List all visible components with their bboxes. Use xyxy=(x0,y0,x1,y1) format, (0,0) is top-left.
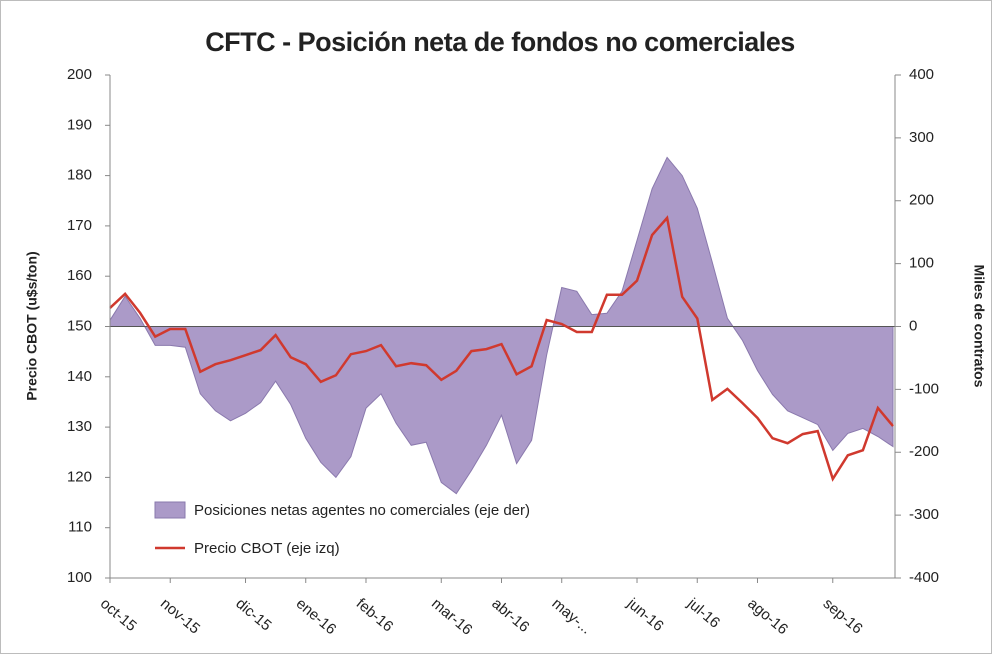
y-tick-label: 150 xyxy=(67,317,92,334)
legend-label: Posiciones netas agentes no comerciales … xyxy=(194,502,530,519)
y2-tick-label: -300 xyxy=(909,506,939,523)
y-tick-label: 130 xyxy=(67,418,92,435)
y-axis-label: Precio CBOT (u$s/ton) xyxy=(24,251,40,400)
y2-tick-label: 400 xyxy=(909,66,934,83)
y2-tick-label: -200 xyxy=(909,443,939,460)
y-tick-label: 100 xyxy=(67,569,92,586)
y2-axis-label: Miles de contratos xyxy=(971,265,987,388)
y2-tick-label: 100 xyxy=(909,255,934,272)
y-tick-label: 170 xyxy=(67,217,92,234)
y-tick-label: 110 xyxy=(68,519,92,536)
y2-tick-label: -100 xyxy=(909,380,939,397)
y-tick-label: 190 xyxy=(67,116,92,133)
chart-title: CFTC - Posición neta de fondos no comerc… xyxy=(205,27,795,57)
y-tick-label: 200 xyxy=(67,66,92,83)
y-tick-label: 140 xyxy=(67,368,92,385)
legend-swatch xyxy=(154,501,186,519)
line xyxy=(109,215,894,482)
area xyxy=(109,156,894,495)
y-tick-label: 120 xyxy=(67,468,92,485)
y-tick-label: 160 xyxy=(67,267,92,284)
y2-tick-label: 200 xyxy=(909,192,934,209)
y2-tick-label: 0 xyxy=(909,317,917,334)
y2-tick-label: -400 xyxy=(909,569,939,586)
y2-tick-label: 300 xyxy=(909,129,934,146)
legend-label: Precio CBOT (eje izq) xyxy=(194,540,340,557)
y-tick-label: 180 xyxy=(67,167,92,184)
